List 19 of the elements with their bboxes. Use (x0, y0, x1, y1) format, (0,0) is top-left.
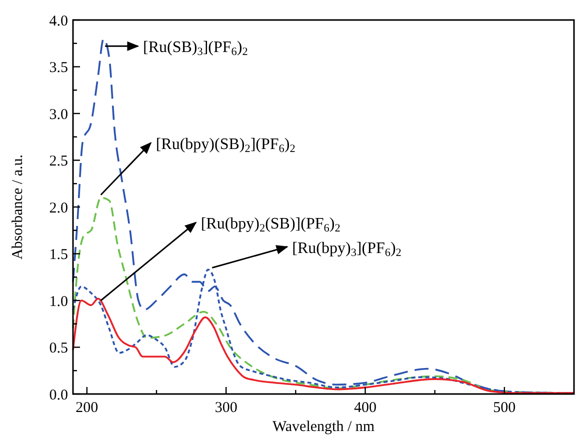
x-tick-label: 300 (214, 400, 238, 416)
x-tick-label: 400 (354, 400, 376, 416)
annotation: [Ru(SB)$_{3}$](PF$_{6}$)$_{2}$ (143, 39, 248, 58)
text: 0.0 (49, 387, 68, 404)
y-tick-label: 3.0 (49, 106, 68, 123)
annotation: [Ru(bpy)$_{3}$](PF$_{6}$)$_{2}$ (292, 240, 402, 260)
y-tick-label: 0.5 (49, 340, 68, 356)
y-tick-label: 2.5 (49, 154, 68, 170)
y-axis-title: Absorbance / a.u. (10, 154, 26, 260)
x-tick-label: 500 (493, 400, 516, 416)
annotation: [Ru(bpy)(SB)$_{2}$](PF$_{6}$)$_{2}$ (156, 136, 296, 156)
annotation: [Ru(bpy)$_{2}$(SB)](PF$_{6}$)$_{2}$ (200, 216, 340, 235)
y-tick-label: 1.5 (49, 247, 68, 263)
y-tick-label: 1.0 (49, 294, 68, 310)
y-tick-label: 4.0 (49, 13, 68, 30)
x-axis-title: Wavelength / nm (272, 419, 375, 435)
x-tick-label: 200 (76, 400, 98, 416)
y-tick-label: 3.5 (49, 60, 68, 76)
y-tick-label: 2.0 (49, 200, 68, 216)
